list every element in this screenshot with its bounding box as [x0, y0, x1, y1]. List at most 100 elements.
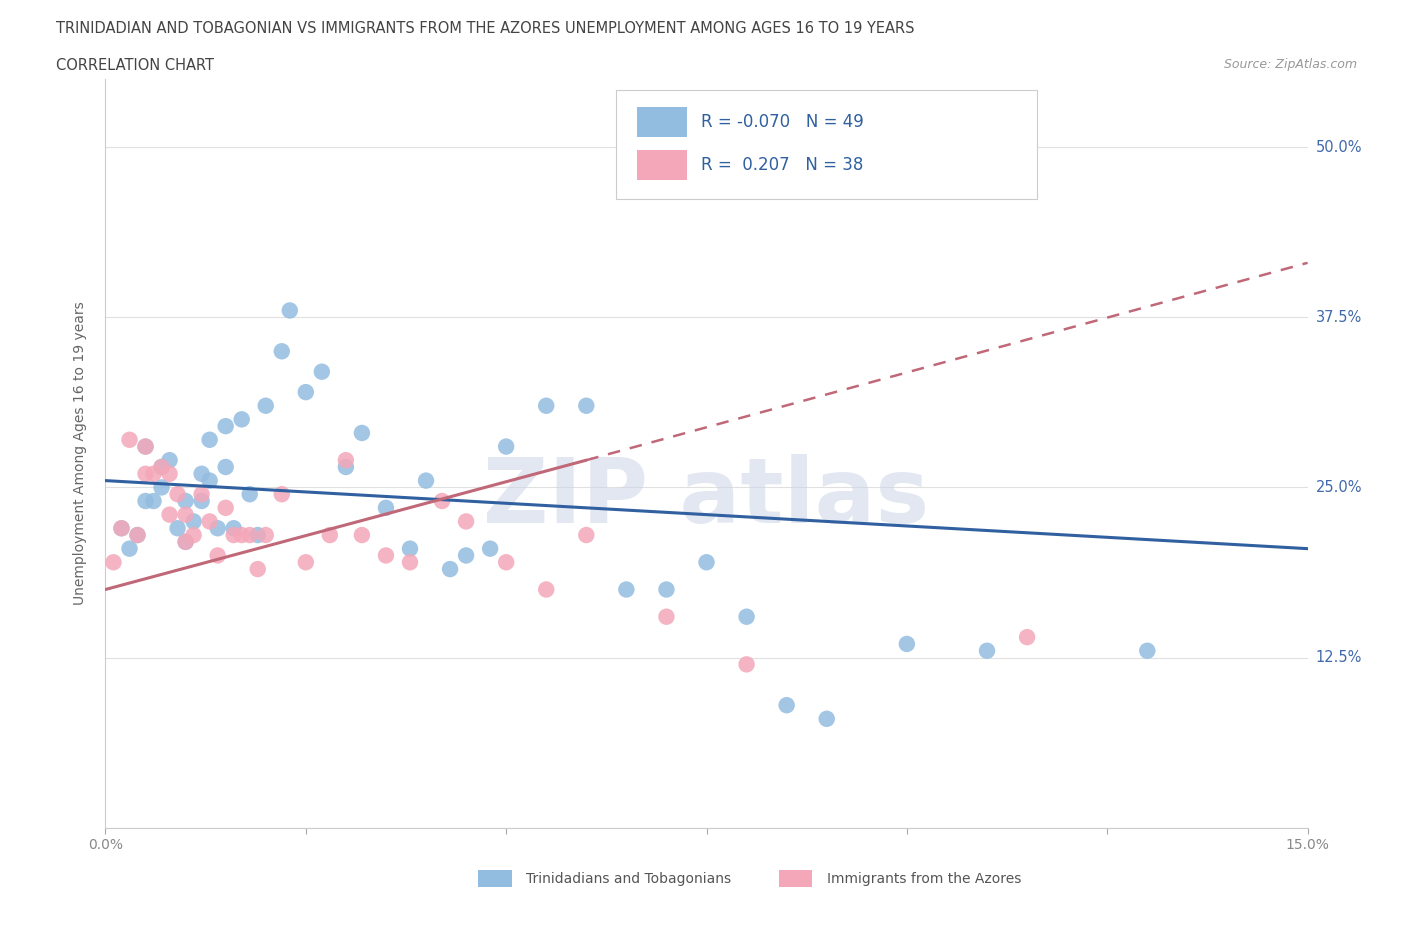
- Point: [207, 521, 229, 536]
- Point: [190, 494, 212, 509]
- Point: [231, 412, 253, 427]
- Point: [1136, 644, 1159, 658]
- Point: [231, 527, 253, 542]
- Text: 25.0%: 25.0%: [1316, 480, 1362, 495]
- Text: 37.5%: 37.5%: [1316, 310, 1362, 325]
- Text: CORRELATION CHART: CORRELATION CHART: [56, 58, 214, 73]
- Point: [150, 459, 173, 474]
- Point: [198, 432, 221, 447]
- Text: 50.0%: 50.0%: [1316, 140, 1362, 154]
- Point: [374, 548, 398, 563]
- Point: [198, 473, 221, 488]
- Point: [166, 521, 188, 536]
- Text: R =  0.207   N = 38: R = 0.207 N = 38: [700, 156, 863, 174]
- Point: [295, 385, 318, 400]
- Point: [174, 535, 197, 550]
- Point: [350, 426, 373, 441]
- Point: [214, 418, 236, 433]
- Point: [222, 521, 245, 536]
- Point: [350, 527, 373, 542]
- Point: [246, 527, 269, 542]
- Point: [183, 514, 205, 529]
- Point: [135, 494, 157, 509]
- Point: [335, 459, 357, 474]
- Point: [190, 466, 212, 481]
- Text: Source: ZipAtlas.com: Source: ZipAtlas.com: [1223, 58, 1357, 71]
- Point: [399, 555, 422, 570]
- Point: [174, 494, 197, 509]
- Point: [575, 398, 598, 413]
- Point: [174, 535, 197, 550]
- Point: [150, 480, 173, 495]
- Point: [246, 562, 269, 577]
- Text: 12.5%: 12.5%: [1316, 650, 1362, 665]
- Point: [976, 644, 998, 658]
- Text: ZIP atlas: ZIP atlas: [484, 454, 929, 542]
- Point: [118, 432, 141, 447]
- Point: [110, 521, 132, 536]
- Point: [127, 527, 149, 542]
- Point: [616, 582, 638, 597]
- Point: [495, 439, 517, 454]
- Point: [135, 439, 157, 454]
- Point: [103, 555, 125, 570]
- Point: [270, 486, 292, 501]
- Point: [439, 562, 461, 577]
- Point: [655, 609, 678, 624]
- Text: TRINIDADIAN AND TOBAGONIAN VS IMMIGRANTS FROM THE AZORES UNEMPLOYMENT AMONG AGES: TRINIDADIAN AND TOBAGONIAN VS IMMIGRANTS…: [56, 21, 915, 36]
- Point: [214, 459, 236, 474]
- Point: [159, 507, 181, 522]
- Point: [399, 541, 422, 556]
- Point: [278, 303, 301, 318]
- Point: [735, 609, 758, 624]
- Point: [159, 453, 181, 468]
- Point: [534, 398, 557, 413]
- FancyBboxPatch shape: [616, 90, 1038, 199]
- Point: [254, 398, 277, 413]
- Point: [135, 439, 157, 454]
- FancyBboxPatch shape: [637, 108, 688, 138]
- Point: [183, 527, 205, 542]
- Point: [776, 698, 799, 712]
- Text: Immigrants from the Azores: Immigrants from the Azores: [827, 871, 1021, 885]
- Point: [207, 548, 229, 563]
- Point: [319, 527, 342, 542]
- FancyBboxPatch shape: [478, 870, 512, 887]
- Point: [575, 527, 598, 542]
- Point: [495, 555, 517, 570]
- Text: Trinidadians and Tobagonians: Trinidadians and Tobagonians: [526, 871, 731, 885]
- Point: [735, 657, 758, 671]
- Point: [815, 711, 838, 726]
- Text: R = -0.070   N = 49: R = -0.070 N = 49: [700, 113, 863, 131]
- Point: [454, 548, 477, 563]
- Point: [374, 500, 398, 515]
- Point: [295, 555, 318, 570]
- FancyBboxPatch shape: [637, 150, 688, 180]
- Point: [190, 486, 212, 501]
- Point: [454, 514, 477, 529]
- Point: [135, 466, 157, 481]
- Point: [239, 486, 262, 501]
- Point: [270, 344, 292, 359]
- Point: [118, 541, 141, 556]
- Point: [150, 459, 173, 474]
- Point: [335, 453, 357, 468]
- Point: [166, 486, 188, 501]
- Point: [311, 365, 333, 379]
- Point: [159, 466, 181, 481]
- Point: [198, 514, 221, 529]
- Point: [222, 527, 245, 542]
- Point: [214, 500, 236, 515]
- Point: [415, 473, 437, 488]
- Point: [127, 527, 149, 542]
- Point: [696, 555, 718, 570]
- Point: [655, 582, 678, 597]
- Point: [1017, 630, 1039, 644]
- Point: [534, 582, 557, 597]
- Point: [479, 541, 502, 556]
- Point: [896, 636, 918, 651]
- Point: [430, 494, 453, 509]
- Point: [254, 527, 277, 542]
- Point: [239, 527, 262, 542]
- Point: [174, 507, 197, 522]
